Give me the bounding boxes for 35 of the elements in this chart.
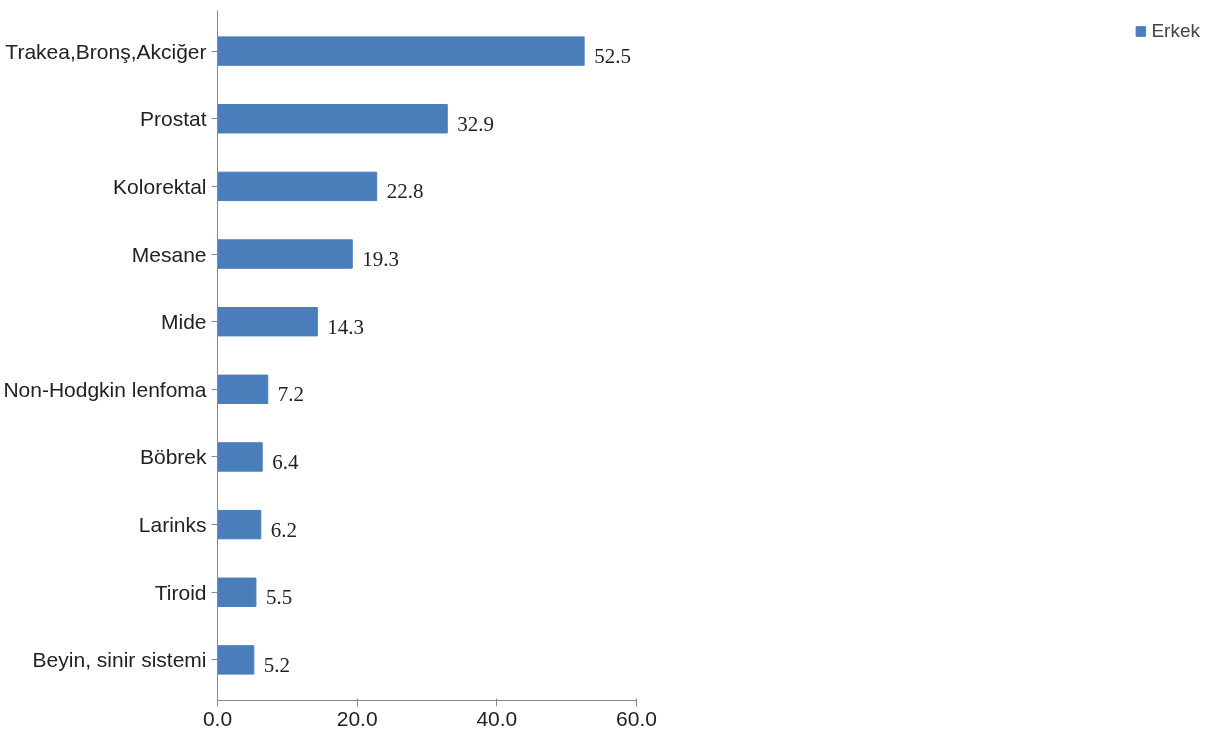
bar xyxy=(217,306,318,337)
bar xyxy=(217,104,448,134)
x-tick-label: 40.0 xyxy=(476,706,518,730)
bar xyxy=(217,577,257,607)
bar xyxy=(217,374,269,405)
y-tick-label: Tiroid xyxy=(154,580,207,604)
data-label: 5.5 xyxy=(265,585,293,610)
data-label: 22.8 xyxy=(386,179,424,204)
data-label: 19.3 xyxy=(362,247,400,272)
y-tick-label: Mide xyxy=(160,310,207,334)
y-tick-label: Böbrek xyxy=(139,445,207,469)
y-tick-label: Prostat xyxy=(139,107,207,131)
bar xyxy=(217,509,262,540)
bar xyxy=(217,36,585,66)
x-tick-label: 60.0 xyxy=(616,706,657,730)
y-tick-label: Kolorektal xyxy=(113,174,207,198)
data-label: 7.2 xyxy=(277,382,305,407)
bar xyxy=(217,239,353,269)
x-tick-label: 20.0 xyxy=(336,706,378,730)
data-label: 14.3 xyxy=(327,314,365,339)
data-label: 52.5 xyxy=(594,44,631,69)
data-label: 6.2 xyxy=(270,517,298,542)
x-tick-label: 0.0 xyxy=(202,706,233,730)
data-label: 5.2 xyxy=(263,652,291,677)
y-tick-label: Trakea,Bronş,Akciğer xyxy=(5,39,207,63)
data-label: 6.4 xyxy=(272,449,299,474)
bar xyxy=(217,442,263,472)
legend-label: Erkek xyxy=(1151,20,1200,42)
y-tick-label: Beyin, sinir sistemi xyxy=(32,648,207,672)
bar xyxy=(217,171,378,202)
y-tick-label: Non-Hodgkin lenfoma xyxy=(3,377,207,401)
bar xyxy=(217,645,255,675)
data-label: 32.9 xyxy=(457,111,494,136)
y-tick-label: Larinks xyxy=(138,513,207,537)
y-tick-label: Mesane xyxy=(131,242,207,266)
